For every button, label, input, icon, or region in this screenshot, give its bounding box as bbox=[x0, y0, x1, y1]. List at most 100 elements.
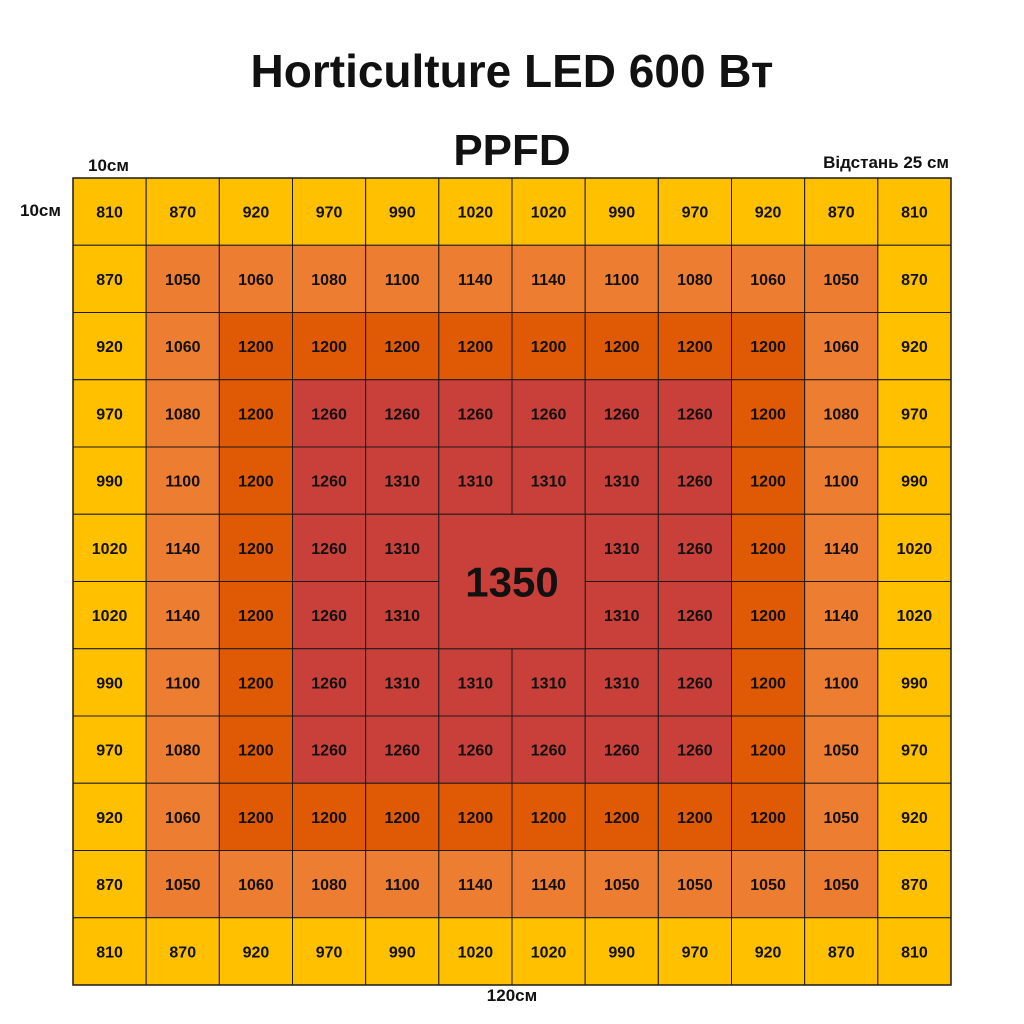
heatmap-cell bbox=[72, 513, 147, 582]
heatmap-cell bbox=[292, 513, 367, 582]
heatmap-cell bbox=[438, 244, 513, 313]
total-width-label: 120см bbox=[486, 986, 538, 1005]
cell-value: 1050 bbox=[823, 877, 859, 894]
cell-value: 1100 bbox=[824, 675, 859, 692]
cell-value: 970 bbox=[316, 944, 343, 961]
cell-value: 1200 bbox=[384, 810, 420, 827]
cell-value: 1200 bbox=[311, 339, 347, 356]
cell-value: 970 bbox=[901, 406, 928, 423]
heatmap-cell bbox=[72, 581, 147, 650]
cell-value: 1310 bbox=[604, 541, 640, 558]
cell-value: 1260 bbox=[311, 608, 347, 625]
cell-value: 1060 bbox=[823, 339, 859, 356]
cell-value: 1200 bbox=[238, 743, 274, 760]
heatmap-cell bbox=[145, 648, 220, 717]
cell-value: 1140 bbox=[165, 541, 200, 558]
heatmap-cell bbox=[292, 446, 367, 515]
cell-value: 1140 bbox=[458, 877, 493, 894]
heatmap-cell bbox=[657, 513, 732, 582]
heatmap-cell bbox=[584, 312, 659, 381]
cell-value: 920 bbox=[96, 339, 123, 356]
cell-value: 1260 bbox=[677, 608, 713, 625]
heatmap-cell bbox=[365, 379, 440, 448]
cell-value: 1100 bbox=[385, 877, 420, 894]
heatmap-cell bbox=[72, 446, 147, 515]
heatmap-cell bbox=[657, 177, 732, 246]
cell-value: 970 bbox=[682, 944, 709, 961]
cell-value: 1260 bbox=[677, 406, 713, 423]
heatmap-cell bbox=[145, 715, 220, 784]
cell-value: 870 bbox=[96, 877, 123, 894]
cell-value: 1100 bbox=[165, 675, 200, 692]
heatmap-cell bbox=[731, 715, 806, 784]
heatmap-cell bbox=[657, 446, 732, 515]
cell-value: 1310 bbox=[531, 675, 567, 692]
cell-value: 870 bbox=[96, 272, 123, 289]
cell-value: 810 bbox=[901, 205, 928, 222]
cell-value: 970 bbox=[316, 205, 343, 222]
cell-value: 1200 bbox=[238, 541, 274, 558]
heatmap-cell bbox=[804, 312, 879, 381]
heatmap-cell bbox=[218, 446, 293, 515]
cell-value: 1140 bbox=[824, 608, 859, 625]
cell-value: 990 bbox=[608, 944, 635, 961]
chart-subtitle: PPFD bbox=[453, 126, 571, 175]
heatmap-cell bbox=[731, 917, 806, 986]
cell-width-label: 10см bbox=[88, 156, 129, 175]
heatmap-cell bbox=[145, 312, 220, 381]
cell-value: 1200 bbox=[750, 743, 786, 760]
cell-value: 1310 bbox=[604, 608, 640, 625]
cell-value: 1020 bbox=[458, 205, 494, 222]
heatmap-cell bbox=[731, 379, 806, 448]
heatmap-cell bbox=[584, 581, 659, 650]
heatmap-cell bbox=[804, 379, 879, 448]
cell-value: 1260 bbox=[311, 406, 347, 423]
cell-value: 1310 bbox=[458, 474, 494, 491]
heatmap-cell bbox=[438, 917, 513, 986]
cell-value: 1080 bbox=[165, 743, 201, 760]
cell-value: 1100 bbox=[824, 474, 859, 491]
heatmap-cell bbox=[145, 379, 220, 448]
heatmap-cell bbox=[804, 446, 879, 515]
heatmap-cell bbox=[218, 715, 293, 784]
cell-value: 970 bbox=[96, 406, 123, 423]
cell-value: 1200 bbox=[238, 810, 274, 827]
cell-value: 1060 bbox=[165, 810, 201, 827]
cell-value: 1200 bbox=[238, 474, 274, 491]
heatmap-cell bbox=[731, 177, 806, 246]
heatmap-cell bbox=[804, 850, 879, 919]
cell-value: 1080 bbox=[165, 406, 201, 423]
cell-value: 970 bbox=[682, 205, 709, 222]
center-value: 1350 bbox=[465, 559, 558, 606]
heatmap-cell bbox=[145, 581, 220, 650]
cell-value: 1200 bbox=[750, 810, 786, 827]
cell-value: 1310 bbox=[384, 541, 420, 558]
heatmap-cell bbox=[731, 446, 806, 515]
cell-value: 920 bbox=[755, 944, 782, 961]
heatmap-cell bbox=[511, 850, 586, 919]
cell-value: 1260 bbox=[384, 743, 420, 760]
cell-value: 1020 bbox=[531, 944, 567, 961]
cell-value: 1140 bbox=[458, 272, 493, 289]
cell-value: 1140 bbox=[165, 608, 200, 625]
heatmap-cell bbox=[657, 715, 732, 784]
heatmap-cell bbox=[731, 244, 806, 313]
cell-value: 920 bbox=[96, 810, 123, 827]
cell-value: 1310 bbox=[531, 474, 567, 491]
heatmap-cell bbox=[145, 177, 220, 246]
heatmap-cell bbox=[877, 244, 952, 313]
heatmap-cell bbox=[731, 782, 806, 851]
heatmap-cell bbox=[365, 917, 440, 986]
cell-value: 1200 bbox=[604, 810, 640, 827]
cell-value: 1200 bbox=[677, 810, 713, 827]
cell-value: 1020 bbox=[92, 541, 128, 558]
heatmap-cell bbox=[438, 715, 513, 784]
heatmap-cell bbox=[218, 513, 293, 582]
cell-value: 1260 bbox=[311, 474, 347, 491]
cell-value: 1060 bbox=[238, 877, 274, 894]
cell-value: 1260 bbox=[604, 406, 640, 423]
cell-value: 1260 bbox=[677, 474, 713, 491]
cell-value: 870 bbox=[828, 205, 855, 222]
heatmap-cell bbox=[657, 312, 732, 381]
heatmap-cell bbox=[438, 850, 513, 919]
